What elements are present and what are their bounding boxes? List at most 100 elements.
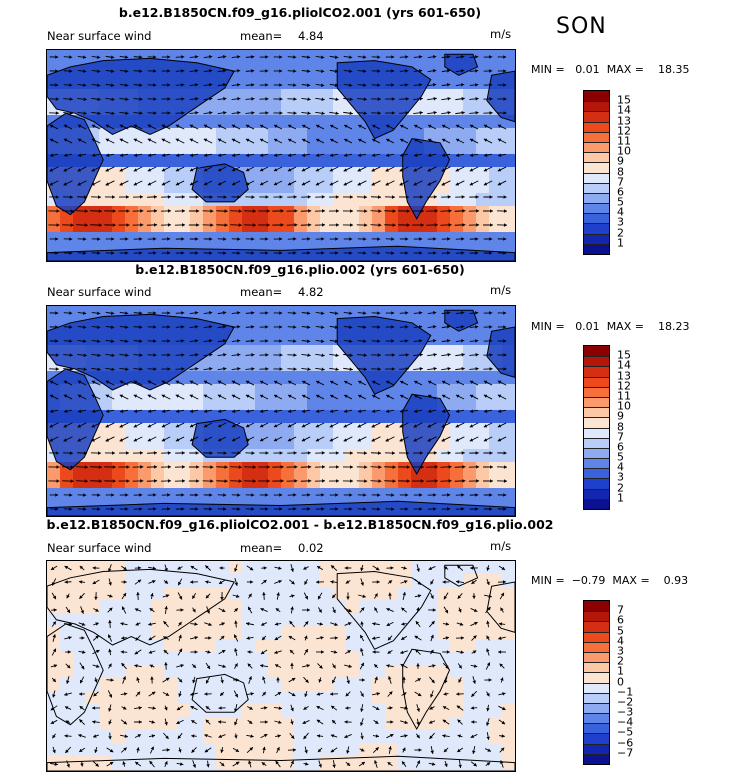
field-cell [268, 639, 282, 653]
field-cell [333, 206, 347, 220]
wind-vector-head [252, 209, 256, 213]
wind-vector-head [278, 720, 282, 724]
field-cell [151, 574, 165, 588]
wind-vector-head [332, 764, 336, 768]
wind-vector-head [473, 762, 477, 767]
wind-vector-head [220, 680, 224, 684]
field-cell [372, 665, 386, 679]
wind-vector-head [125, 311, 129, 315]
field-cell [164, 691, 178, 705]
field-cell [489, 613, 503, 627]
field-cell [73, 462, 87, 476]
wind-vector-head [194, 650, 198, 654]
wind-vector-head [133, 394, 138, 398]
field-cell [294, 154, 308, 168]
wind-vector-head [50, 566, 55, 570]
wind-vector-head [262, 592, 266, 596]
wind-vector-head [152, 706, 156, 710]
wind-vector-head [503, 237, 507, 241]
wind-vector-head [458, 608, 462, 613]
wind-vector-head [189, 438, 194, 442]
field-cell [151, 475, 165, 489]
field-cell [255, 423, 269, 437]
wind-vector-head [178, 634, 182, 639]
field-cell [359, 206, 373, 220]
coastline [336, 570, 432, 650]
wind-vector-head [181, 353, 185, 357]
colorbar-tick-label: 7 [617, 430, 624, 444]
wind-vector-head [55, 367, 59, 371]
field-cell [450, 397, 464, 411]
wind-vector-head [147, 124, 152, 128]
field-cell [372, 756, 386, 770]
field-cell [125, 154, 139, 168]
field-cell [294, 306, 308, 320]
wind-vector-head [125, 339, 129, 343]
field-cell [450, 89, 464, 103]
wind-vector-head [391, 311, 395, 315]
field-cell [60, 691, 74, 705]
wind-vector-head [455, 424, 460, 428]
field-cell [177, 475, 191, 489]
field-cell [320, 76, 334, 90]
field-cell [411, 652, 425, 666]
field-cell [151, 639, 165, 653]
field-cell [99, 462, 113, 476]
wind-vector-head [386, 138, 390, 142]
wind-vector-head [470, 566, 474, 570]
wind-vector-head [483, 424, 488, 428]
field-cell [307, 423, 321, 437]
wind-vector-head [204, 168, 208, 172]
wind-vector-head [442, 380, 446, 384]
field-cell [190, 639, 204, 653]
field-cell [112, 193, 126, 207]
field-cell [60, 678, 74, 692]
wind-vector-head [308, 209, 312, 213]
field-cell [307, 613, 321, 627]
wind-vector-head [81, 636, 85, 640]
wind-vector-head [386, 380, 390, 384]
wind-vector-head [363, 83, 367, 87]
wind-vector-head [489, 69, 493, 73]
colorbar-tick-label: 0 [617, 675, 624, 688]
field-cell [333, 561, 347, 575]
field-cell [164, 423, 178, 437]
wind-vector-head [209, 111, 213, 115]
field-cell [489, 306, 503, 320]
wind-vector-head [417, 678, 421, 682]
wind-vector-head [391, 493, 395, 497]
field-cell [229, 587, 243, 601]
wind-vector-head [363, 55, 367, 59]
field-cell [463, 115, 477, 129]
wind-vector-head [287, 168, 292, 172]
wind-vector-head [69, 311, 73, 315]
wind-vector-head [420, 479, 424, 483]
field-cell [398, 206, 412, 220]
wind-vector-head [330, 749, 335, 753]
field-cell [359, 665, 373, 679]
field-cell [164, 488, 178, 502]
wind-vector-head [55, 97, 59, 101]
wind-vector-head [434, 209, 438, 213]
field-cell [151, 154, 165, 168]
wind-vector-head [360, 567, 364, 571]
wind-vector-head [108, 663, 112, 668]
field-cell [333, 384, 347, 398]
field-cell [203, 358, 217, 372]
panel-2-colorbar [583, 345, 610, 510]
field-cell [320, 332, 334, 346]
wind-vector-head [237, 451, 241, 455]
field-cell [112, 449, 126, 463]
wind-vector-head [250, 692, 254, 696]
wind-vector-head [181, 251, 185, 255]
field-cell [125, 652, 139, 666]
panel-3-map-svg [47, 561, 515, 771]
wind-vector-head [69, 325, 73, 329]
field-cell [203, 626, 217, 640]
wind-vector-head [195, 493, 199, 497]
wind-vector-head [308, 465, 312, 469]
wind-vector-head [176, 706, 181, 711]
wind-vector-head [195, 97, 199, 101]
field-cell [502, 488, 515, 502]
wind-vector-head [274, 394, 278, 398]
